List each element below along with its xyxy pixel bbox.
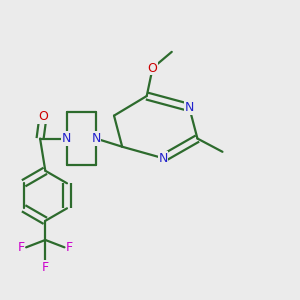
Text: F: F — [17, 241, 24, 254]
Text: N: N — [62, 132, 71, 145]
Text: F: F — [42, 261, 49, 274]
Text: N: N — [91, 132, 101, 145]
Text: N: N — [184, 101, 194, 114]
Text: O: O — [148, 61, 158, 74]
Text: O: O — [38, 110, 48, 123]
Text: F: F — [66, 241, 73, 254]
Text: N: N — [158, 152, 168, 165]
